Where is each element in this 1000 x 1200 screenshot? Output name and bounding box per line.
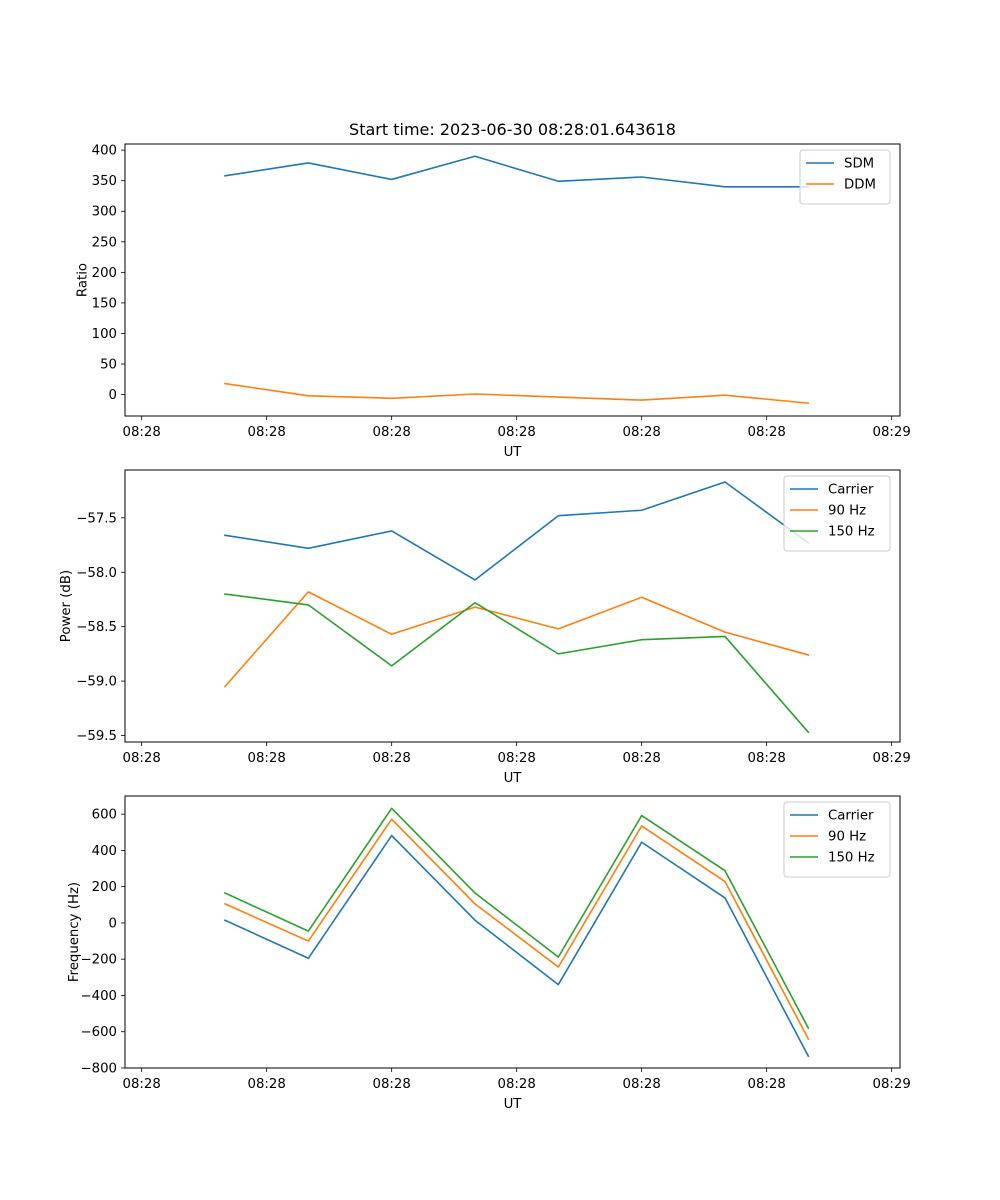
y-tick-label: 250 (92, 235, 117, 250)
x-tick-label: 08:28 (248, 1077, 286, 1092)
y-tick-label: 0 (109, 388, 117, 403)
legend: Carrier 90 Hz 150 Hz (783, 801, 891, 878)
x-tick-label: 08:28 (498, 1077, 536, 1092)
series-line-sdm (224, 155, 810, 188)
y-tick-label: 200 (92, 266, 117, 281)
y-tick-label: 150 (92, 296, 117, 311)
y-axis-label: Frequency (Hz) (67, 882, 82, 982)
series-line-carrier (224, 481, 810, 581)
y-tick-label: −400 (80, 989, 117, 1004)
x-tick-label: 08:28 (748, 751, 786, 766)
y-tick-label: 350 (92, 174, 117, 189)
x-tick-label: 08:28 (248, 425, 286, 440)
legend: Carrier 90 Hz 150 Hz (783, 475, 891, 552)
y-tick-label: 300 (92, 205, 117, 220)
plot-area-frame (124, 795, 901, 1069)
y-tick-label: −58.5 (76, 620, 117, 635)
x-tick-label: 08:28 (123, 1077, 161, 1092)
x-tick-label: 08:28 (373, 425, 411, 440)
chart-panel-2: 08:28 08:28 08:28 08:28 08:28 08:28 08:29 UT −59… (59, 469, 911, 786)
legend-label: Carrier (828, 809, 874, 824)
series-line-ddm (224, 382, 810, 405)
x-tick-label: 08:28 (498, 425, 536, 440)
x-tick-label: 08:28 (748, 425, 786, 440)
y-tick-label: −200 (80, 953, 117, 968)
legend-label: 90 Hz (828, 504, 866, 519)
plot-area-frame (124, 143, 901, 417)
x-tick-label: 08:29 (873, 425, 911, 440)
y-tick-label: −59.0 (76, 675, 117, 690)
y-tick-label: 100 (92, 327, 117, 342)
x-axis-label: UT (504, 445, 523, 460)
y-tick-label: 0 (109, 916, 117, 931)
y-tick-label: 600 (92, 808, 117, 823)
x-tick-label: 08:29 (873, 1077, 911, 1092)
x-tick-label: 08:28 (623, 1077, 661, 1092)
legend-frame (783, 801, 891, 878)
legend-label: Carrier (828, 483, 874, 498)
legend-label: 90 Hz (828, 830, 866, 845)
legend-label: SDM (844, 157, 874, 172)
series-line-150-hz (224, 593, 810, 734)
legend-label: 150 Hz (828, 851, 875, 866)
x-axis-label: UT (504, 771, 523, 786)
y-tick-label: −58.0 (76, 566, 117, 581)
chart-title: Start time: 2023-06-30 08:28:01.643618 (349, 120, 676, 139)
y-tick-label: −57.5 (76, 511, 117, 526)
x-tick-label: 08:29 (873, 751, 911, 766)
series-line-150-hz (223, 807, 810, 1030)
x-tick-label: 08:28 (123, 425, 161, 440)
series-line-carrier (223, 834, 810, 1058)
y-tick-label: 50 (100, 358, 117, 373)
x-tick-label: 08:28 (748, 1077, 786, 1092)
y-axis-label: Ratio (75, 263, 90, 297)
y-tick-label: 200 (92, 880, 117, 895)
legend: SDM DDM (799, 149, 891, 205)
legend-frame (783, 475, 891, 552)
chart-panel-3: 08:28 08:28 08:28 08:28 08:28 08:28 08:29 UT −80… (67, 795, 911, 1112)
legend-label: 150 Hz (828, 525, 875, 540)
x-tick-label: 08:28 (623, 751, 661, 766)
plot-area-frame (124, 469, 901, 743)
y-tick-label: 400 (92, 144, 117, 159)
y-tick-label: −800 (80, 1062, 117, 1077)
series-line-90-hz (223, 591, 810, 688)
x-tick-label: 08:28 (373, 751, 411, 766)
y-tick-label: 400 (92, 844, 117, 859)
x-tick-label: 08:28 (248, 751, 286, 766)
series-line-90-hz (223, 818, 810, 1041)
y-tick-label: −600 (80, 1025, 117, 1040)
x-axis-label: UT (504, 1097, 523, 1112)
y-axis-label: Power (dB) (59, 570, 74, 642)
x-tick-label: 08:28 (373, 1077, 411, 1092)
x-tick-label: 08:28 (498, 751, 536, 766)
legend-label: DDM (844, 178, 876, 193)
x-tick-label: 08:28 (123, 751, 161, 766)
x-tick-label: 08:28 (623, 425, 661, 440)
y-tick-label: −59.5 (76, 729, 117, 744)
chart-panel-1: 08:28 08:28 08:28 08:28 08:28 08:28 08:29 UT 0 50… (75, 120, 910, 460)
